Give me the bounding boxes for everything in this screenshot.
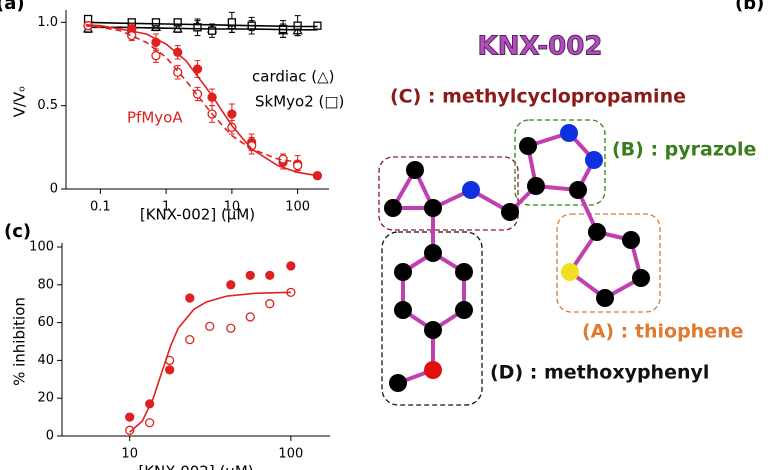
y-tick-label: 80 <box>37 277 54 292</box>
point <box>125 425 135 435</box>
group-box <box>378 156 519 231</box>
y-tick-label: 0 <box>50 182 58 197</box>
legend-label: SkMyo2 (□) <box>255 93 344 111</box>
point <box>207 26 217 35</box>
point <box>125 412 135 422</box>
y-tick-label: 40 <box>37 353 54 368</box>
point <box>173 18 182 27</box>
point <box>151 18 161 27</box>
point <box>245 312 255 322</box>
point <box>165 365 175 375</box>
diagram-title: KNX-002 <box>478 32 603 62</box>
point <box>173 47 183 57</box>
point <box>227 109 237 119</box>
group-label: (C) : methylcyclopropamine <box>390 86 686 108</box>
y-tick-label: 100 <box>29 240 54 255</box>
y-tick-label: 0 <box>46 429 54 444</box>
x-tick-label: 100 <box>285 200 310 215</box>
x-tick-label: 0.1 <box>90 200 111 215</box>
point <box>292 161 303 171</box>
point <box>185 293 195 303</box>
x-tick-label: 10 <box>224 200 241 215</box>
fit-line <box>85 21 318 28</box>
point <box>151 51 161 61</box>
point <box>265 270 275 281</box>
molecule: KNX-002 (C) : methylcyclopropamine (B) :… <box>378 31 756 406</box>
y-tick-label: 1.0 <box>37 15 58 30</box>
point <box>185 334 195 345</box>
group-label: (D) : methoxyphenyl <box>490 362 709 384</box>
point <box>192 64 203 74</box>
group-box <box>514 119 606 206</box>
panel-label: (b) <box>735 0 764 14</box>
y-axis-label: % inhibition <box>11 297 29 386</box>
point <box>226 280 236 290</box>
y-axis-label: V/Vₒ <box>11 86 29 118</box>
point <box>227 122 237 132</box>
atoms <box>384 124 650 392</box>
point <box>205 321 215 332</box>
annotation: PfMyoA <box>127 109 183 127</box>
point <box>127 31 137 41</box>
point <box>245 270 255 281</box>
point <box>173 67 183 77</box>
x-tick-label: 1 <box>162 200 170 215</box>
group-box <box>556 213 661 313</box>
group-label: (A) : thiophene <box>582 321 744 343</box>
point <box>226 323 236 333</box>
point <box>313 21 322 30</box>
fit-line <box>129 291 291 433</box>
y-tick-label: 0.5 <box>37 98 58 113</box>
fit-line <box>85 26 318 31</box>
group-label: (B) : pyrazole <box>612 139 756 161</box>
y-tick-label: 20 <box>37 391 54 406</box>
x-tick-label: 10 <box>121 447 138 462</box>
panel-label: (a) <box>0 0 25 14</box>
legend-label: cardiac (△) <box>252 68 334 86</box>
fit-line <box>85 24 318 177</box>
point <box>286 261 296 271</box>
panel-label: (c) <box>4 221 31 242</box>
point <box>145 418 155 428</box>
x-axis-label: [KNX-002] (µM) <box>140 206 255 224</box>
x-axis-label: [KNX-002] (µM) <box>138 463 253 470</box>
x-tick-label: 100 <box>278 447 303 462</box>
y-tick-label: 60 <box>37 315 54 330</box>
fit-line <box>85 24 298 164</box>
point <box>265 299 275 309</box>
